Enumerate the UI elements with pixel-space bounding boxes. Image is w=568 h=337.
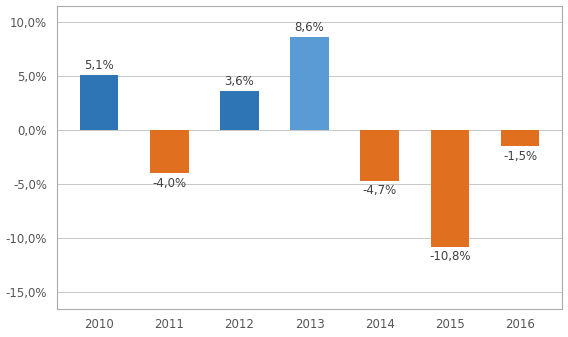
Bar xyxy=(290,37,329,130)
Bar xyxy=(80,75,118,130)
Text: -1,5%: -1,5% xyxy=(503,150,537,162)
Text: 8,6%: 8,6% xyxy=(295,21,324,34)
Bar xyxy=(150,130,189,173)
Bar xyxy=(501,130,540,146)
Bar xyxy=(431,130,469,247)
Bar xyxy=(361,130,399,181)
Text: -4,7%: -4,7% xyxy=(363,184,397,197)
Text: 3,6%: 3,6% xyxy=(224,75,254,88)
Text: 5,1%: 5,1% xyxy=(84,59,114,71)
Text: -4,0%: -4,0% xyxy=(152,177,186,190)
Bar xyxy=(220,91,259,130)
Text: -10,8%: -10,8% xyxy=(429,250,471,263)
